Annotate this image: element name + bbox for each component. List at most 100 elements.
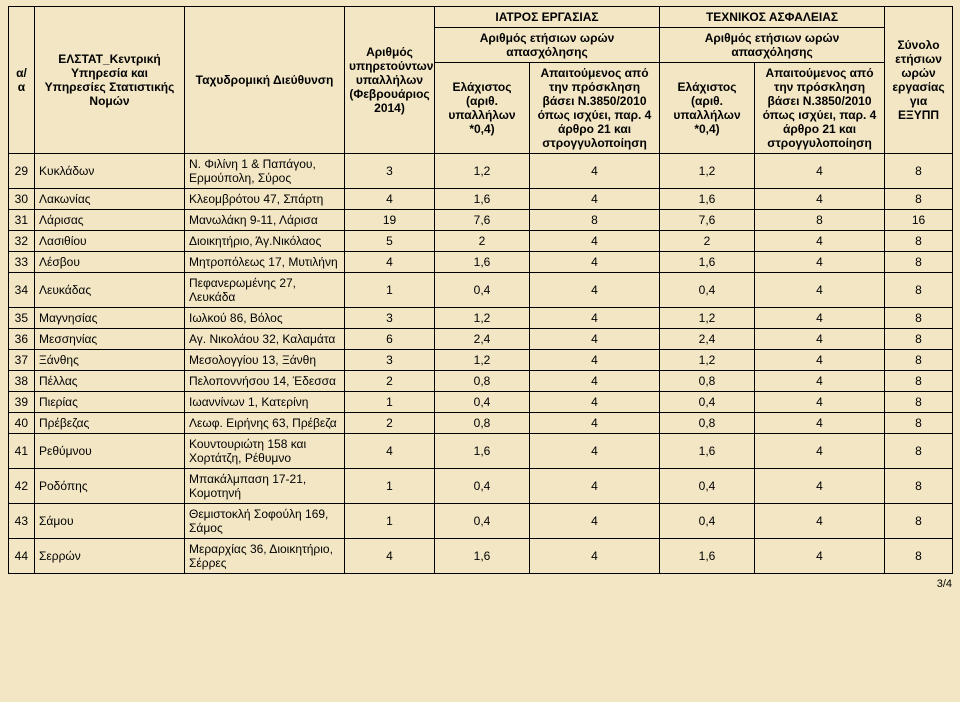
cell-sf-req: 4 — [755, 469, 885, 504]
cell-md-min: 1,2 — [435, 308, 530, 329]
table-row: 36ΜεσσηνίαςΑγ. Νικολάου 32, Καλαμάτα62,4… — [9, 329, 953, 350]
cell-md-req: 4 — [530, 434, 660, 469]
cell-total: 8 — [885, 504, 953, 539]
stats-table: α/α ΕΛΣΤΑΤ_Κεντρική Υπηρεσία και Υπηρεσί… — [8, 6, 953, 574]
cell-sf-min: 1,6 — [660, 539, 755, 574]
cell-md-min: 1,6 — [435, 434, 530, 469]
cell-aa: 32 — [9, 231, 35, 252]
col-doctor-req: Απαιτούμενος από την πρόσκληση βάσει Ν.3… — [530, 63, 660, 154]
cell-md-req: 4 — [530, 371, 660, 392]
cell-aa: 35 — [9, 308, 35, 329]
cell-address: Πεφανερωμένης 27, Λευκάδα — [185, 273, 345, 308]
cell-sf-min: 0,4 — [660, 392, 755, 413]
cell-address: Μανωλάκη 9-11, Λάρισα — [185, 210, 345, 231]
cell-md-min: 1,2 — [435, 350, 530, 371]
table-row: 33ΛέσβουΜητροπόλεως 17, Μυτιλήνη41,641,6… — [9, 252, 953, 273]
cell-md-req: 4 — [530, 154, 660, 189]
cell-service: Πιερίας — [35, 392, 185, 413]
cell-md-req: 4 — [530, 504, 660, 539]
cell-sf-req: 4 — [755, 308, 885, 329]
cell-total: 8 — [885, 539, 953, 574]
cell-md-req: 4 — [530, 469, 660, 504]
cell-aa: 30 — [9, 189, 35, 210]
table-row: 30ΛακωνίαςΚλεομβρότου 47, Σπάρτη41,641,6… — [9, 189, 953, 210]
cell-aa: 37 — [9, 350, 35, 371]
col-safety-min: Ελάχιστος (αριθ. υπαλλήλων *0,4) — [660, 63, 755, 154]
cell-md-min: 2 — [435, 231, 530, 252]
col-safety-req: Απαιτούμενος από την πρόσκληση βάσει Ν.3… — [755, 63, 885, 154]
cell-emp-count: 4 — [345, 252, 435, 273]
cell-md-min: 1,6 — [435, 252, 530, 273]
cell-address: Μπακάλμπαση 17-21, Κομοτηνή — [185, 469, 345, 504]
cell-address: Λεωφ. Ειρήνης 63, Πρέβεζα — [185, 413, 345, 434]
cell-address: Κλεομβρότου 47, Σπάρτη — [185, 189, 345, 210]
table-row: 40ΠρέβεζαςΛεωφ. Ειρήνης 63, Πρέβεζα20,8 4… — [9, 413, 953, 434]
table-row: 43ΣάμουΘεμιστοκλή Σοφούλη 169, Σάμος10,4… — [9, 504, 953, 539]
cell-sf-req: 4 — [755, 350, 885, 371]
cell-sf-req: 4 — [755, 154, 885, 189]
cell-sf-req: 4 — [755, 189, 885, 210]
cell-emp-count: 4 — [345, 539, 435, 574]
cell-md-req: 4 — [530, 189, 660, 210]
table-body: 29ΚυκλάδωνΝ. Φιλίνη 1 & Παπάγου, Ερμούπο… — [9, 154, 953, 574]
cell-md-min: 0,8 — [435, 371, 530, 392]
cell-address: Διοικητήριο, Άγ.Νικόλαος — [185, 231, 345, 252]
cell-sf-req: 4 — [755, 273, 885, 308]
cell-emp-count: 1 — [345, 273, 435, 308]
cell-sf-min: 1,2 — [660, 350, 755, 371]
col-group-safety: ΤΕΧΝΙΚΟΣ ΑΣΦΑΛΕΙΑΣ — [660, 7, 885, 28]
cell-sf-req: 4 — [755, 434, 885, 469]
cell-sf-req: 4 — [755, 392, 885, 413]
cell-sf-req: 4 — [755, 539, 885, 574]
table-row: 44ΣερρώνΜεραρχίας 36, Διοικητήριο, Σέρρε… — [9, 539, 953, 574]
cell-aa: 36 — [9, 329, 35, 350]
cell-md-req: 4 — [530, 392, 660, 413]
cell-service: Ρεθύμνου — [35, 434, 185, 469]
cell-sf-req: 4 — [755, 413, 885, 434]
cell-total: 8 — [885, 189, 953, 210]
cell-md-min: 1,6 — [435, 189, 530, 210]
cell-total: 16 — [885, 210, 953, 231]
cell-total: 8 — [885, 434, 953, 469]
cell-sf-min: 0,4 — [660, 469, 755, 504]
cell-service: Πρέβεζας — [35, 413, 185, 434]
cell-md-min: 0,8 — [435, 413, 530, 434]
cell-sf-req: 4 — [755, 231, 885, 252]
cell-sf-req: 4 — [755, 371, 885, 392]
cell-sf-min: 1,2 — [660, 154, 755, 189]
cell-total: 8 — [885, 392, 953, 413]
cell-aa: 31 — [9, 210, 35, 231]
cell-sf-min: 7,6 — [660, 210, 755, 231]
cell-service: Σάμου — [35, 504, 185, 539]
cell-sf-min: 1,6 — [660, 252, 755, 273]
page-number: 3/4 — [8, 574, 952, 590]
cell-service: Λέσβου — [35, 252, 185, 273]
cell-service: Ξάνθης — [35, 350, 185, 371]
table-header: α/α ΕΛΣΤΑΤ_Κεντρική Υπηρεσία και Υπηρεσί… — [9, 7, 953, 154]
cell-sf-req: 4 — [755, 329, 885, 350]
cell-sf-req: 4 — [755, 252, 885, 273]
cell-address: Κουντουριώτη 158 και Χορτάτζη, Ρέθυμνο — [185, 434, 345, 469]
cell-service: Λασιθίου — [35, 231, 185, 252]
cell-address: Ν. Φιλίνη 1 & Παπάγου, Ερμούπολη, Σύρος — [185, 154, 345, 189]
table-row: 37ΞάνθηςΜεσολογγίου 13, Ξάνθη31,241,248 — [9, 350, 953, 371]
cell-total: 8 — [885, 273, 953, 308]
cell-aa: 40 — [9, 413, 35, 434]
cell-emp-count: 2 — [345, 413, 435, 434]
cell-aa: 44 — [9, 539, 35, 574]
cell-service: Λάρισας — [35, 210, 185, 231]
cell-emp-count: 5 — [345, 231, 435, 252]
cell-address: Θεμιστοκλή Σοφούλη 169, Σάμος — [185, 504, 345, 539]
cell-total: 8 — [885, 371, 953, 392]
cell-md-req: 4 — [530, 308, 660, 329]
cell-total: 8 — [885, 329, 953, 350]
cell-aa: 41 — [9, 434, 35, 469]
cell-emp-count: 4 — [345, 434, 435, 469]
cell-sf-min: 1,6 — [660, 189, 755, 210]
cell-aa: 34 — [9, 273, 35, 308]
cell-md-req: 4 — [530, 231, 660, 252]
cell-md-req: 4 — [530, 539, 660, 574]
table-row: 41ΡεθύμνουΚουντουριώτη 158 και Χορτάτζη,… — [9, 434, 953, 469]
col-emp-count: Αριθμός υπηρετούντων υπαλλήλων (Φεβρουάρ… — [345, 7, 435, 154]
cell-emp-count: 4 — [345, 189, 435, 210]
